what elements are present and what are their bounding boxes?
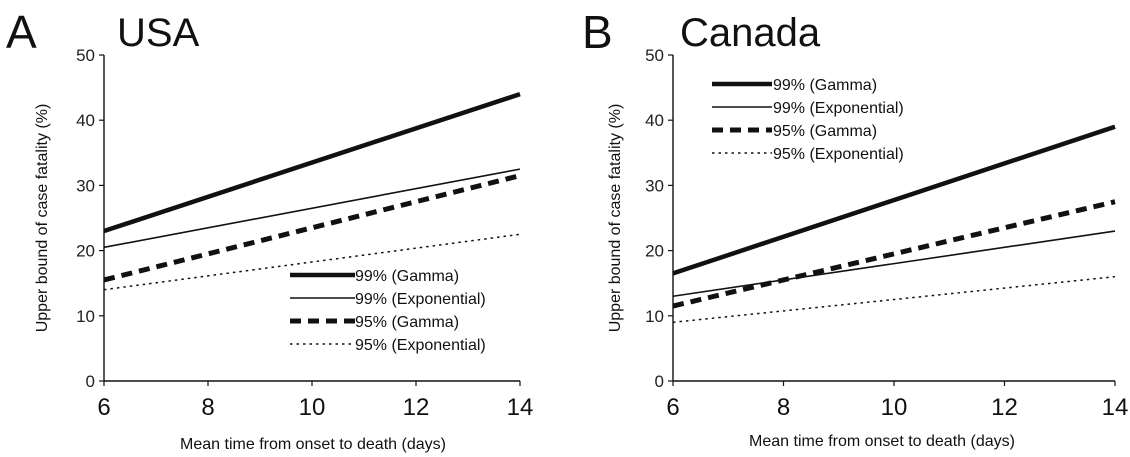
plot-area-usa: 0 10 20 30 40 50 6 8 10 12 14 99% (Gamma) 99% (Expon… bbox=[76, 46, 533, 421]
series-line bbox=[103, 91, 521, 234]
y-tick-label: 20 bbox=[645, 242, 664, 261]
legend-label: 99% (Exponential) bbox=[355, 291, 486, 308]
y-tick-label: 10 bbox=[645, 307, 664, 326]
y-axis-label-b: Upper bound of case fatality (%) bbox=[607, 104, 624, 333]
series-line bbox=[103, 168, 521, 249]
x-tick-label: 14 bbox=[507, 394, 534, 421]
y-tick-label: 20 bbox=[76, 242, 95, 261]
y-axis-label-a: Upper bound of case fatality (%) bbox=[34, 104, 51, 333]
y-tick-label: 40 bbox=[76, 111, 95, 130]
panel-letter-a: A bbox=[6, 6, 37, 58]
series-line bbox=[103, 233, 521, 291]
chart-title-canada: Canada bbox=[680, 11, 821, 55]
x-tick-label: 12 bbox=[403, 394, 430, 421]
x-axis-label-b: Mean time from onset to death (days) bbox=[749, 433, 1015, 450]
y-tick-label: 30 bbox=[76, 176, 95, 195]
legend-label: 99% (Gamma) bbox=[355, 268, 459, 285]
legend-label: 95% (Exponential) bbox=[355, 337, 486, 354]
chart-title-usa: USA bbox=[117, 11, 200, 55]
y-tick-label: 40 bbox=[645, 111, 664, 130]
y-tick-label: 10 bbox=[76, 307, 95, 326]
x-tick-label: 8 bbox=[201, 394, 214, 421]
legend: 99% (Gamma) 99% (Exponential) 95% (Gamma) 9… bbox=[712, 77, 904, 163]
series-line bbox=[672, 199, 1116, 309]
panel-letter-b: B bbox=[582, 6, 613, 58]
x-axis-label-a: Mean time from onset to death (days) bbox=[180, 436, 446, 453]
legend-label: 95% (Gamma) bbox=[355, 314, 459, 331]
y-tick-label: 30 bbox=[645, 176, 664, 195]
series-line bbox=[672, 275, 1116, 324]
plot-area-canada: 0 10 20 30 40 50 6 8 10 12 14 99% (Gamma) 99% (Expon… bbox=[645, 46, 1128, 421]
x-tick-label: 6 bbox=[97, 394, 110, 421]
x-tick-label: 8 bbox=[777, 394, 790, 421]
y-tick-label: 50 bbox=[76, 46, 95, 65]
x-tick-label: 10 bbox=[299, 394, 326, 421]
legend-label: 99% (Exponential) bbox=[773, 100, 904, 117]
legend-label: 99% (Gamma) bbox=[773, 77, 877, 94]
series-line bbox=[672, 230, 1116, 298]
y-tick-label: 0 bbox=[86, 372, 95, 391]
series-line bbox=[672, 124, 1116, 276]
legend: 99% (Gamma) 99% (Exponential) 95% (Gamma) 9… bbox=[290, 268, 486, 354]
y-tick-label: 50 bbox=[645, 46, 664, 65]
y-tick-label: 0 bbox=[655, 372, 664, 391]
x-tick-label: 6 bbox=[666, 394, 679, 421]
series-line bbox=[103, 173, 521, 283]
legend-label: 95% (Exponential) bbox=[773, 146, 904, 163]
legend-label: 95% (Gamma) bbox=[773, 123, 877, 140]
x-tick-label: 12 bbox=[991, 394, 1018, 421]
x-tick-label: 10 bbox=[881, 394, 908, 421]
x-tick-label: 14 bbox=[1102, 394, 1129, 421]
